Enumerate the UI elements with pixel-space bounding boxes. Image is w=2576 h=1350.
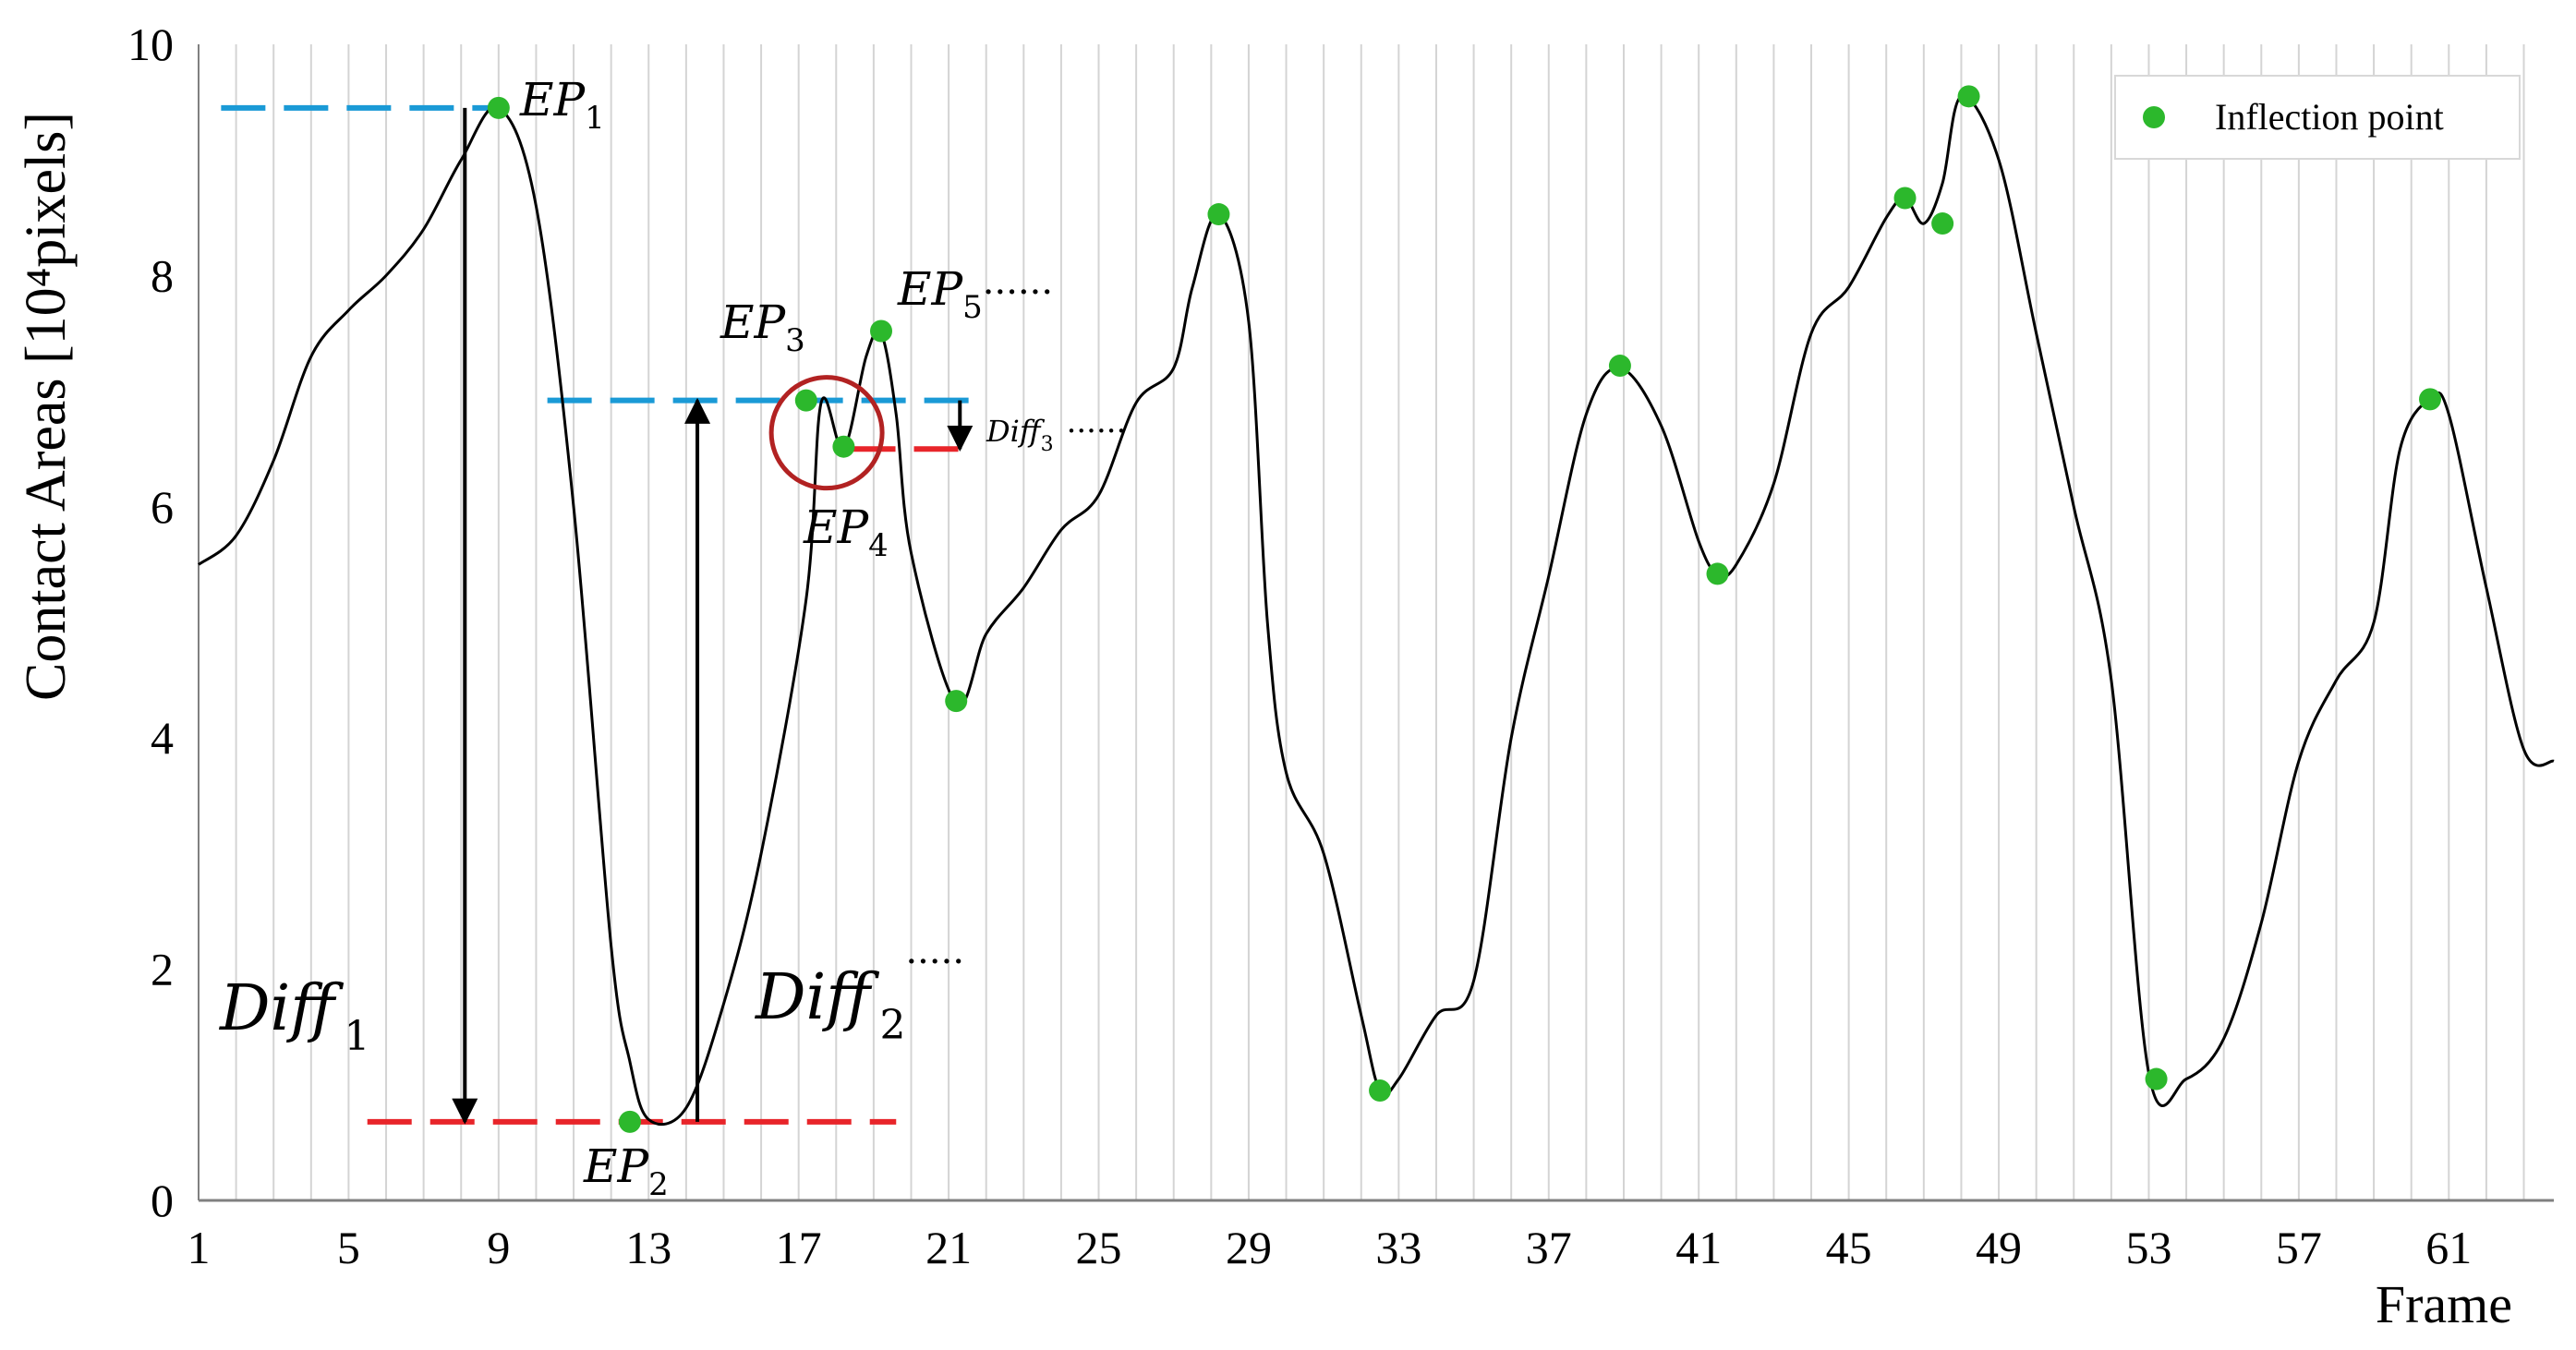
- y-axis-title: Contact Areas [10⁴pixels]: [15, 112, 78, 701]
- svg-text:EP4: EP4: [803, 500, 889, 564]
- x-tick-label: 45: [1826, 1222, 1872, 1273]
- x-tick-label: 5: [337, 1222, 360, 1273]
- x-tick-label: 29: [1226, 1222, 1272, 1273]
- difference-arrows: [452, 107, 974, 1125]
- inflection-point: [1957, 85, 1980, 108]
- x-tick-label: 25: [1076, 1222, 1122, 1273]
- x-tick-label: 13: [625, 1222, 671, 1273]
- x-tick-label: 61: [2425, 1222, 2472, 1273]
- inflection-point: [794, 389, 817, 412]
- inflection-point: [945, 690, 968, 713]
- inflection-points: [487, 85, 2442, 1133]
- svg-text:EP2: EP2: [583, 1139, 669, 1203]
- contact-area-curve: [198, 94, 2555, 1127]
- legend-marker: [2143, 106, 2165, 128]
- x-axis-title: Frame: [2376, 1274, 2512, 1334]
- y-tick-label: 0: [151, 1175, 174, 1226]
- inflection-point: [618, 1110, 641, 1133]
- annotation-ep5: EP5······: [897, 262, 1053, 326]
- inflection-point: [870, 319, 893, 343]
- svg-text:EP5······: EP5······: [897, 262, 1053, 326]
- inflection-point: [2419, 388, 2442, 411]
- x-tick-label: 53: [2125, 1222, 2171, 1273]
- x-tick-label: 21: [925, 1222, 972, 1273]
- inflection-point: [487, 96, 510, 119]
- x-tick-label: 17: [776, 1222, 822, 1273]
- x-tick-label: 49: [1976, 1222, 2022, 1273]
- x-tick-label: 9: [487, 1222, 510, 1273]
- x-tick-label: 41: [1675, 1222, 1722, 1273]
- inflection-point: [1608, 355, 1631, 378]
- y-tick-label: 4: [151, 712, 174, 764]
- y-tick-label: 6: [151, 481, 174, 533]
- annotation-diff3: Diff3 ······: [986, 413, 1126, 456]
- annotation-ep1: EP1: [519, 73, 605, 137]
- inflection-point: [1207, 203, 1230, 226]
- x-tick-label: 57: [2276, 1222, 2322, 1273]
- x-tick-label: 33: [1375, 1222, 1421, 1273]
- svg-text:EP1: EP1: [519, 73, 605, 137]
- inflection-point: [1369, 1079, 1392, 1103]
- annotation-ep2: EP2: [583, 1139, 669, 1203]
- y-tick-label: 8: [151, 249, 174, 301]
- legend-box: [2114, 75, 2521, 160]
- legend: Inflection point: [2114, 75, 2521, 160]
- local-extremum-highlight: [768, 375, 885, 491]
- y-tick-labels: 0 2 4 6 8 10: [127, 18, 174, 1226]
- x-tick-labels: 1 5 9 13 17 21 25 29 33 37 41 45 49 53 57 61: [187, 1222, 2473, 1273]
- vertical-grid: [198, 44, 2525, 1200]
- inflection-point: [1893, 187, 1917, 210]
- annotation-diff1: Diff 1: [218, 972, 369, 1060]
- svg-text:Diff3······: Diff3 ······: [986, 413, 1126, 456]
- svg-text:EP3: EP3: [720, 295, 805, 359]
- y-tick-label: 10: [127, 18, 174, 70]
- y-tick-label: 2: [151, 944, 174, 995]
- inflection-point: [1706, 562, 1729, 585]
- annotation-ep3: EP3: [720, 295, 805, 359]
- inflection-point: [2145, 1067, 2168, 1091]
- x-tick-label: 1: [187, 1222, 211, 1273]
- legend-label: Inflection point: [2215, 96, 2444, 138]
- inflection-point: [1931, 212, 1954, 235]
- inflection-point: [832, 435, 855, 458]
- annotation-diff2: Diff 2·····: [754, 941, 964, 1049]
- annotation-ep4: EP4: [803, 500, 889, 564]
- x-tick-label: 37: [1526, 1222, 1572, 1273]
